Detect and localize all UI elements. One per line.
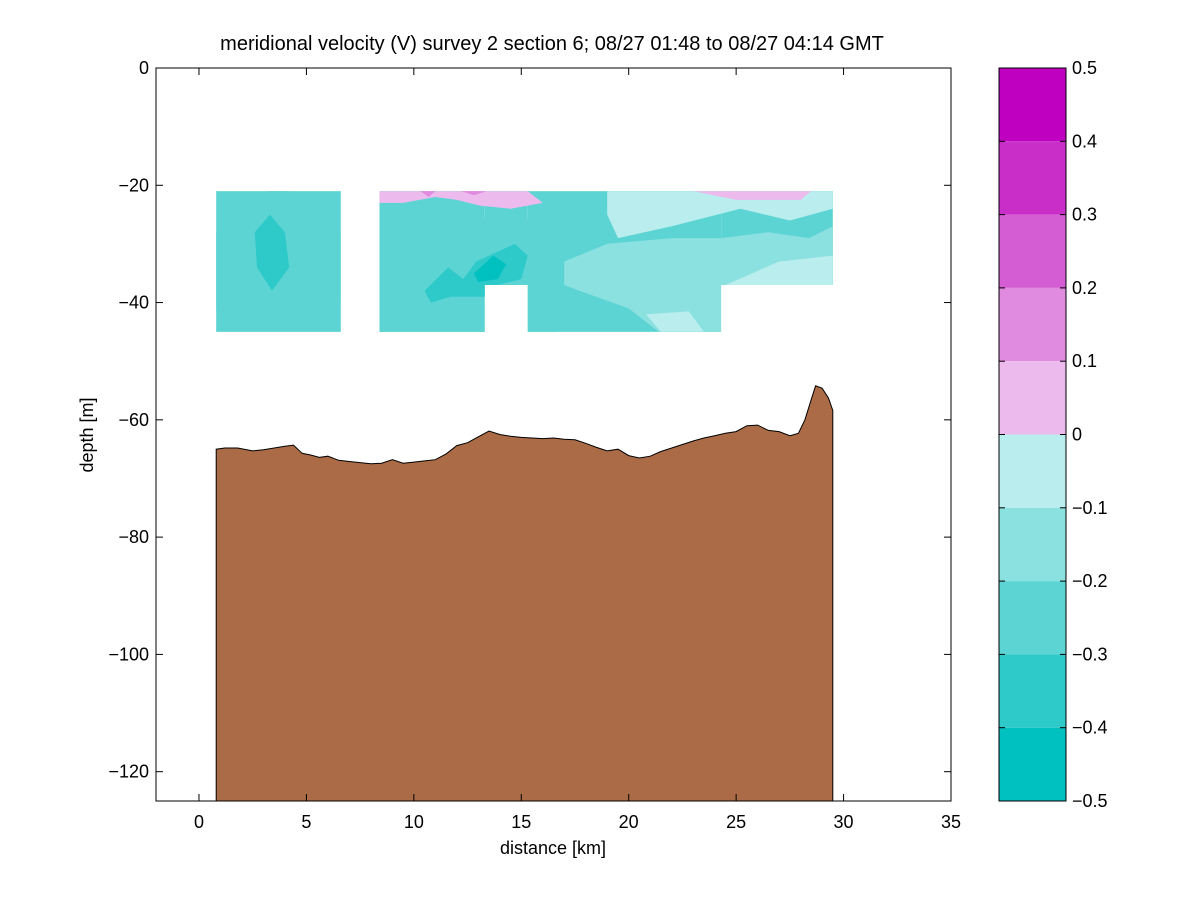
colorbar-segment <box>999 287 1066 362</box>
x-tick-label: 10 <box>404 812 424 832</box>
velocity-patch-9 <box>725 255 833 285</box>
colorbar-tick-label: −0.5 <box>1072 791 1108 811</box>
x-tick-label: 20 <box>619 812 639 832</box>
y-tick-label: −80 <box>118 527 149 547</box>
colorbar-tick-label: 0.2 <box>1072 278 1097 298</box>
colorbar-segment <box>999 727 1066 801</box>
velocity-patch-11 <box>379 191 543 209</box>
y-axis-ticks: 0 −20 −40 −60 −80 −100 −120 <box>108 58 951 782</box>
y-tick-label: −40 <box>118 293 149 313</box>
y-tick-label: 0 <box>139 58 149 78</box>
x-tick-label: 30 <box>834 812 854 832</box>
velocity-patch-14 <box>461 191 487 196</box>
velocity-patches <box>216 191 833 332</box>
velocity-patch-6 <box>527 285 560 332</box>
y-tick-label: −120 <box>108 762 149 782</box>
colorbar-tick-label: 0.4 <box>1072 131 1097 151</box>
chart-title: meridional velocity (V) survey 2 section… <box>220 33 884 55</box>
colorbar-segment <box>999 434 1066 508</box>
y-axis-label: depth [m] <box>77 397 97 472</box>
colorbar-tick-label: 0 <box>1072 425 1082 445</box>
colorbar-tick-label: −0.2 <box>1072 571 1108 591</box>
velocity-patch-12 <box>693 191 812 200</box>
x-axis-label: distance [km] <box>500 838 606 858</box>
colorbar-tick-label: −0.1 <box>1072 498 1108 518</box>
colorbar-tick-label: 0.5 <box>1072 58 1097 78</box>
colorbar-tick-label: −0.4 <box>1072 718 1108 738</box>
velocity-patch-10 <box>645 311 704 332</box>
velocity-patch-3 <box>379 197 565 332</box>
colorbar-segment <box>999 214 1066 288</box>
velocity-patch-2 <box>254 214 290 291</box>
colorbar-segment <box>999 507 1066 582</box>
x-tick-label: 15 <box>511 812 531 832</box>
plot-area <box>215 191 834 801</box>
velocity-patch-7 <box>564 226 833 332</box>
x-tick-label: 5 <box>301 812 311 832</box>
x-tick-label: 35 <box>941 812 961 832</box>
y-tick-label: −100 <box>108 644 149 664</box>
colorbar-tick-label: −0.3 <box>1072 644 1108 664</box>
velocity-patch-13 <box>420 191 436 197</box>
x-axis-ticks: 0 5 10 15 20 25 30 35 <box>194 68 961 832</box>
colorbar-tick-label: 0.1 <box>1072 351 1097 371</box>
bathymetry-fill <box>215 385 834 801</box>
colorbar-segment <box>999 581 1066 655</box>
colorbar-segment <box>999 141 1066 215</box>
x-tick-label: 25 <box>726 812 746 832</box>
y-tick-label: −20 <box>118 175 149 195</box>
velocity-patch-8 <box>607 191 833 239</box>
colorbar: 0.5 0.4 0.3 0.2 0.1 0 −0.1 −0.2 −0.3 −0.4 −0.5 <box>998 58 1108 811</box>
plot-frame <box>155 67 952 802</box>
colorbar-tick-label: 0.3 <box>1072 205 1097 225</box>
velocity-field <box>216 191 833 332</box>
y-tick-label: −60 <box>118 410 149 430</box>
colorbar-segment <box>999 68 1066 142</box>
colorbar-segment <box>999 361 1066 435</box>
velocity-patch-5 <box>474 255 507 282</box>
x-tick-label: 0 <box>194 812 204 832</box>
colorbar-segment <box>999 654 1066 728</box>
